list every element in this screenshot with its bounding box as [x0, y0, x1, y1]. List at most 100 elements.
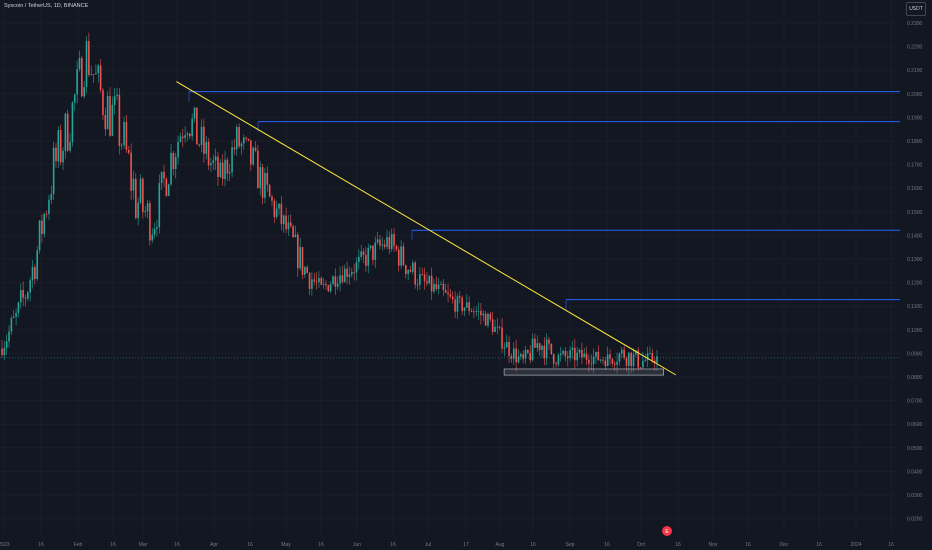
price-tick-label: 0.0400: [907, 469, 923, 475]
candle-body: [503, 347, 506, 349]
candle-body: [348, 274, 351, 277]
candle-body: [463, 307, 466, 311]
candle-body: [31, 267, 34, 281]
candle-body: [473, 311, 475, 313]
event-marker[interactable]: E: [662, 526, 672, 536]
candle-body: [625, 358, 628, 366]
candle-body: [581, 349, 583, 358]
time-tick-label: 16: [816, 542, 822, 548]
candle-body: [545, 339, 548, 359]
candle-body: [602, 359, 604, 361]
trendline[interactable]: [176, 81, 677, 376]
candle-body: [12, 316, 15, 318]
candle-body: [294, 234, 297, 238]
candle-body: [198, 144, 201, 146]
candle-body: [428, 275, 431, 284]
symbol-title: Syscoin / TetherUS, 1D, BINANCE: [4, 3, 89, 9]
candle-body: [320, 277, 323, 285]
time-tick-label: Jul: [425, 542, 431, 548]
time-tick-label: 16: [247, 542, 253, 548]
candle-body: [99, 65, 102, 91]
candle-body: [92, 74, 95, 75]
candle-body: [120, 145, 123, 147]
time-tick-label: 2024: [850, 542, 861, 548]
candle-body: [308, 272, 311, 289]
candle-body: [90, 74, 93, 75]
candle-body: [289, 222, 292, 227]
price-tick-label: 0.1400: [907, 233, 923, 239]
candle-body: [477, 310, 480, 312]
candle-body: [360, 251, 362, 257]
candle-body: [275, 208, 278, 218]
candle-body: [426, 281, 428, 284]
price-tick-label: 0.0500: [907, 446, 923, 452]
candle-body: [41, 220, 43, 234]
price-axis[interactable]: 0.2300 0.2200 0.2100 0.2000 0.1900 0.1800 0.17…: [900, 0, 932, 550]
time-tick-label: 16: [888, 542, 894, 548]
candle-body: [163, 171, 165, 179]
candle-body: [564, 350, 567, 357]
earnings-marker[interactable]: [662, 526, 672, 536]
candle-body: [55, 147, 57, 162]
candle-body: [461, 297, 463, 311]
candle-body: [595, 351, 597, 357]
price-tick-label: 0.1300: [907, 257, 923, 263]
descending-trendline[interactable]: [176, 81, 677, 376]
candle-body: [219, 162, 222, 178]
candle-body: [207, 141, 210, 166]
candle-body: [334, 276, 337, 287]
candle-body: [343, 268, 346, 283]
candle-body: [379, 239, 381, 246]
candle-body: [189, 133, 191, 137]
candle-body: [226, 159, 229, 174]
candle-body: [623, 349, 625, 359]
candle-body: [132, 178, 135, 191]
candle-body: [642, 360, 644, 368]
candle-body: [583, 353, 586, 358]
candle-body: [404, 265, 407, 275]
candle-body: [113, 96, 116, 105]
candle-body: [97, 65, 100, 74]
time-axis[interactable]: 2023 16 Feb 16 Mar 16 Apr 16 May 16 Jun 16 Jul 17 Aug 1…: [0, 542, 894, 548]
candle-body: [45, 213, 48, 215]
candle-body: [88, 41, 90, 75]
support-rectangle[interactable]: [503, 368, 664, 376]
candle-body: [224, 159, 226, 179]
candle-body: [10, 317, 13, 332]
candle-body: [437, 284, 440, 290]
candle-body: [38, 220, 41, 251]
candle-body: [585, 353, 588, 360]
price-tick-label: 0.1900: [907, 115, 923, 121]
candle-body: [508, 342, 510, 356]
candle-body: [632, 354, 635, 367]
candle-body: [517, 356, 520, 363]
candle-body: [597, 351, 600, 361]
price-tick-label: 0.0200: [907, 517, 923, 523]
candle-body: [247, 138, 250, 141]
candle-body: [27, 292, 29, 299]
time-tick-label: 16: [675, 542, 681, 548]
price-axis-bg: [900, 0, 932, 550]
candle-body: [123, 121, 125, 146]
currency-button[interactable]: USDT: [906, 2, 926, 16]
candle-body: [332, 276, 334, 285]
candle-body: [146, 203, 149, 212]
candle-body: [369, 245, 372, 249]
candle-body: [522, 354, 524, 359]
time-tick-label: 2023: [0, 542, 10, 548]
candle-body: [487, 313, 489, 326]
candle-body: [52, 147, 55, 194]
candle-body: [630, 352, 632, 367]
candle-body: [433, 283, 435, 292]
candle-body: [374, 242, 377, 260]
candle-body: [85, 41, 88, 87]
candle-body: [280, 203, 283, 225]
candle-body: [484, 313, 487, 326]
candle-body: [458, 296, 461, 298]
candle-body: [454, 299, 456, 312]
time-tick-label: 16: [110, 542, 116, 548]
candle-body: [402, 246, 405, 266]
candle-body: [346, 268, 348, 277]
candle-body: [200, 126, 203, 145]
